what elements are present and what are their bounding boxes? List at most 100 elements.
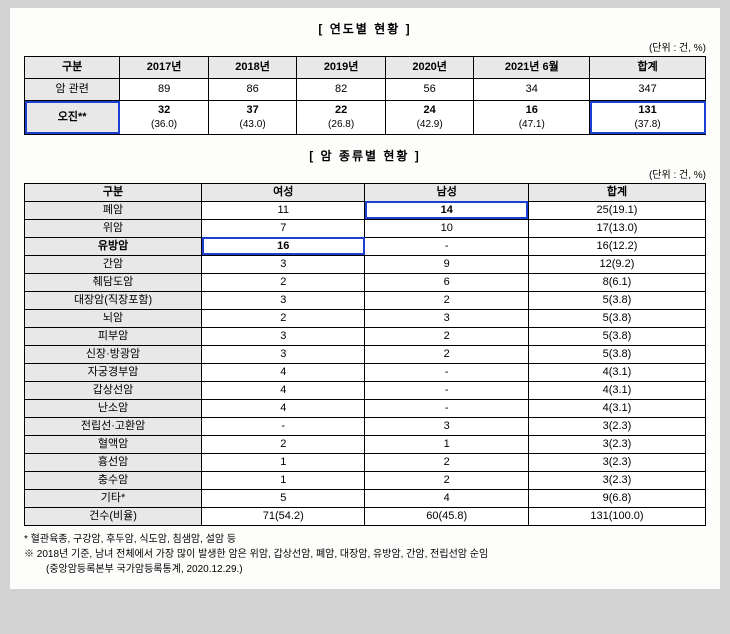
t2-row-label: 뇌암 bbox=[25, 309, 202, 327]
t2-row-label: 피부암 bbox=[25, 327, 202, 345]
t2-cell-male: 2 bbox=[365, 345, 528, 363]
t2-row: 유방암16-16(12.2) bbox=[25, 237, 706, 255]
t2-cell-female: 4 bbox=[202, 363, 365, 381]
t2-cell-female: 2 bbox=[202, 309, 365, 327]
t2-cell-total: 5(3.8) bbox=[528, 309, 705, 327]
t1-col: 2020년 bbox=[385, 57, 474, 79]
t2-row-label: 유방암 bbox=[25, 237, 202, 255]
t2-cell-male: 3 bbox=[365, 417, 528, 435]
t2-total-row: 건수(비율) 71(54.2) 60(45.8) 131(100.0) bbox=[25, 507, 706, 525]
t1-misdx-cell: 37 (43.0) bbox=[208, 101, 297, 135]
t2-row: 충수암123(2.3) bbox=[25, 471, 706, 489]
t1-misdx-val: 131 bbox=[638, 104, 656, 116]
t2-cell-male: - bbox=[365, 381, 528, 399]
t2-cell-male: 2 bbox=[365, 453, 528, 471]
t2-cell-total: 4(3.1) bbox=[528, 381, 705, 399]
yearly-table: 구분 2017년 2018년 2019년 2020년 2021년 6월 합계 암… bbox=[24, 56, 706, 135]
t2-row-label: 위암 bbox=[25, 219, 202, 237]
t1-header-row: 구분 2017년 2018년 2019년 2020년 2021년 6월 합계 bbox=[25, 57, 706, 79]
t2-col: 여성 bbox=[202, 183, 365, 201]
section2-unit: (단위 : 건, %) bbox=[24, 166, 706, 181]
t2-row-label: 전립선·고환암 bbox=[25, 417, 202, 435]
t2-row: 난소암4-4(3.1) bbox=[25, 399, 706, 417]
t2-cell-female: 11 bbox=[202, 201, 365, 219]
t2-cell-total: 8(6.1) bbox=[528, 273, 705, 291]
footnotes: * 혈관육종, 구강암, 후두암, 식도암, 침샘암, 설암 등 ※ 2018년… bbox=[24, 532, 706, 577]
t2-cell-total: 3(2.3) bbox=[528, 453, 705, 471]
t1-col: 2021년 6월 bbox=[474, 57, 590, 79]
t2-row-label: 자궁경부암 bbox=[25, 363, 202, 381]
t1-misdx-val: 37 bbox=[246, 104, 258, 116]
t1-misdx-pct: (36.0) bbox=[151, 119, 177, 130]
t2-col: 남성 bbox=[365, 183, 528, 201]
t1-misdx-cell: 22 (26.8) bbox=[297, 101, 386, 135]
t2-row-label: 흉선암 bbox=[25, 453, 202, 471]
t2-cell-male: 10 bbox=[365, 219, 528, 237]
t2-row: 혈액암213(2.3) bbox=[25, 435, 706, 453]
t2-row: 췌담도암268(6.1) bbox=[25, 273, 706, 291]
t1-misdx-val: 22 bbox=[335, 104, 347, 116]
t1-misdx-pct: (47.1) bbox=[519, 119, 545, 130]
t2-cell-male: 4 bbox=[365, 489, 528, 507]
t2-cell-male: 2 bbox=[365, 291, 528, 309]
t1-cell: 56 bbox=[385, 79, 474, 101]
t1-misdx-row: 오진** 32 (36.0) 37 (43.0) 22 (26.8) 24 (4… bbox=[25, 101, 706, 135]
t2-cell-male: 14 bbox=[365, 201, 528, 219]
t1-misdx-total: 131 (37.8) bbox=[590, 101, 706, 135]
t2-cell-female: 5 bbox=[202, 489, 365, 507]
t2-row-label: 대장암(직장포함) bbox=[25, 291, 202, 309]
t1-cell: 89 bbox=[120, 79, 209, 101]
t2-cell-total: 5(3.8) bbox=[528, 327, 705, 345]
t1-misdx-pct: (42.9) bbox=[417, 119, 443, 130]
t2-cell-female: 3 bbox=[202, 255, 365, 273]
t2-cell-total: 5(3.8) bbox=[528, 291, 705, 309]
t2-total-t: 131(100.0) bbox=[528, 507, 705, 525]
cancer-type-table: 구분 여성 남성 합계 폐암111425(19.1)위암71017(13.0)유… bbox=[24, 183, 706, 526]
t2-cell-male: - bbox=[365, 237, 528, 255]
t2-row: 자궁경부암4-4(3.1) bbox=[25, 363, 706, 381]
t2-row: 뇌암235(3.8) bbox=[25, 309, 706, 327]
t2-cell-male: 9 bbox=[365, 255, 528, 273]
t2-row: 흉선암123(2.3) bbox=[25, 453, 706, 471]
t2-cell-male: 1 bbox=[365, 435, 528, 453]
t2-cell-female: 3 bbox=[202, 291, 365, 309]
t2-col: 합계 bbox=[528, 183, 705, 201]
t2-row: 간암3912(9.2) bbox=[25, 255, 706, 273]
t2-cell-total: 3(2.3) bbox=[528, 417, 705, 435]
t2-cell-male: 2 bbox=[365, 471, 528, 489]
t2-cell-female: 16 bbox=[202, 237, 365, 255]
t2-cell-male: 2 bbox=[365, 327, 528, 345]
t2-row-label: 신장·방광암 bbox=[25, 345, 202, 363]
t2-cell-total: 25(19.1) bbox=[528, 201, 705, 219]
t1-cell: 86 bbox=[208, 79, 297, 101]
t2-cell-total: 12(9.2) bbox=[528, 255, 705, 273]
t2-cell-total: 9(6.8) bbox=[528, 489, 705, 507]
t2-cell-total: 17(13.0) bbox=[528, 219, 705, 237]
t2-row: 기타*549(6.8) bbox=[25, 489, 706, 507]
t1-col: 구분 bbox=[25, 57, 120, 79]
t2-total-f: 71(54.2) bbox=[202, 507, 365, 525]
footnote-line: (중앙암등록본부 국가암등록통계, 2020.12.29.) bbox=[24, 562, 706, 577]
t2-cell-female: 1 bbox=[202, 471, 365, 489]
t2-cell-female: 7 bbox=[202, 219, 365, 237]
t2-header-row: 구분 여성 남성 합계 bbox=[25, 183, 706, 201]
t2-cell-total: 16(12.2) bbox=[528, 237, 705, 255]
t1-misdx-cell: 32 (36.0) bbox=[120, 101, 209, 135]
t2-cell-total: 3(2.3) bbox=[528, 471, 705, 489]
t2-row: 갑상선암4-4(3.1) bbox=[25, 381, 706, 399]
t2-row-label: 난소암 bbox=[25, 399, 202, 417]
t2-row: 대장암(직장포함)325(3.8) bbox=[25, 291, 706, 309]
footnote-line: * 혈관육종, 구강암, 후두암, 식도암, 침샘암, 설암 등 bbox=[24, 532, 706, 547]
t1-col: 2017년 bbox=[120, 57, 209, 79]
t2-col: 구분 bbox=[25, 183, 202, 201]
t2-row-label: 혈액암 bbox=[25, 435, 202, 453]
t1-misdx-val: 16 bbox=[526, 104, 538, 116]
t2-row: 전립선·고환암-33(2.3) bbox=[25, 417, 706, 435]
t2-cell-female: - bbox=[202, 417, 365, 435]
t2-total-label: 건수(비율) bbox=[25, 507, 202, 525]
t1-cell: 347 bbox=[590, 79, 706, 101]
t2-row-label: 폐암 bbox=[25, 201, 202, 219]
t1-row-label: 암 관련 bbox=[25, 79, 120, 101]
t1-misdx-label: 오진** bbox=[25, 101, 120, 135]
t2-cell-total: 5(3.8) bbox=[528, 345, 705, 363]
